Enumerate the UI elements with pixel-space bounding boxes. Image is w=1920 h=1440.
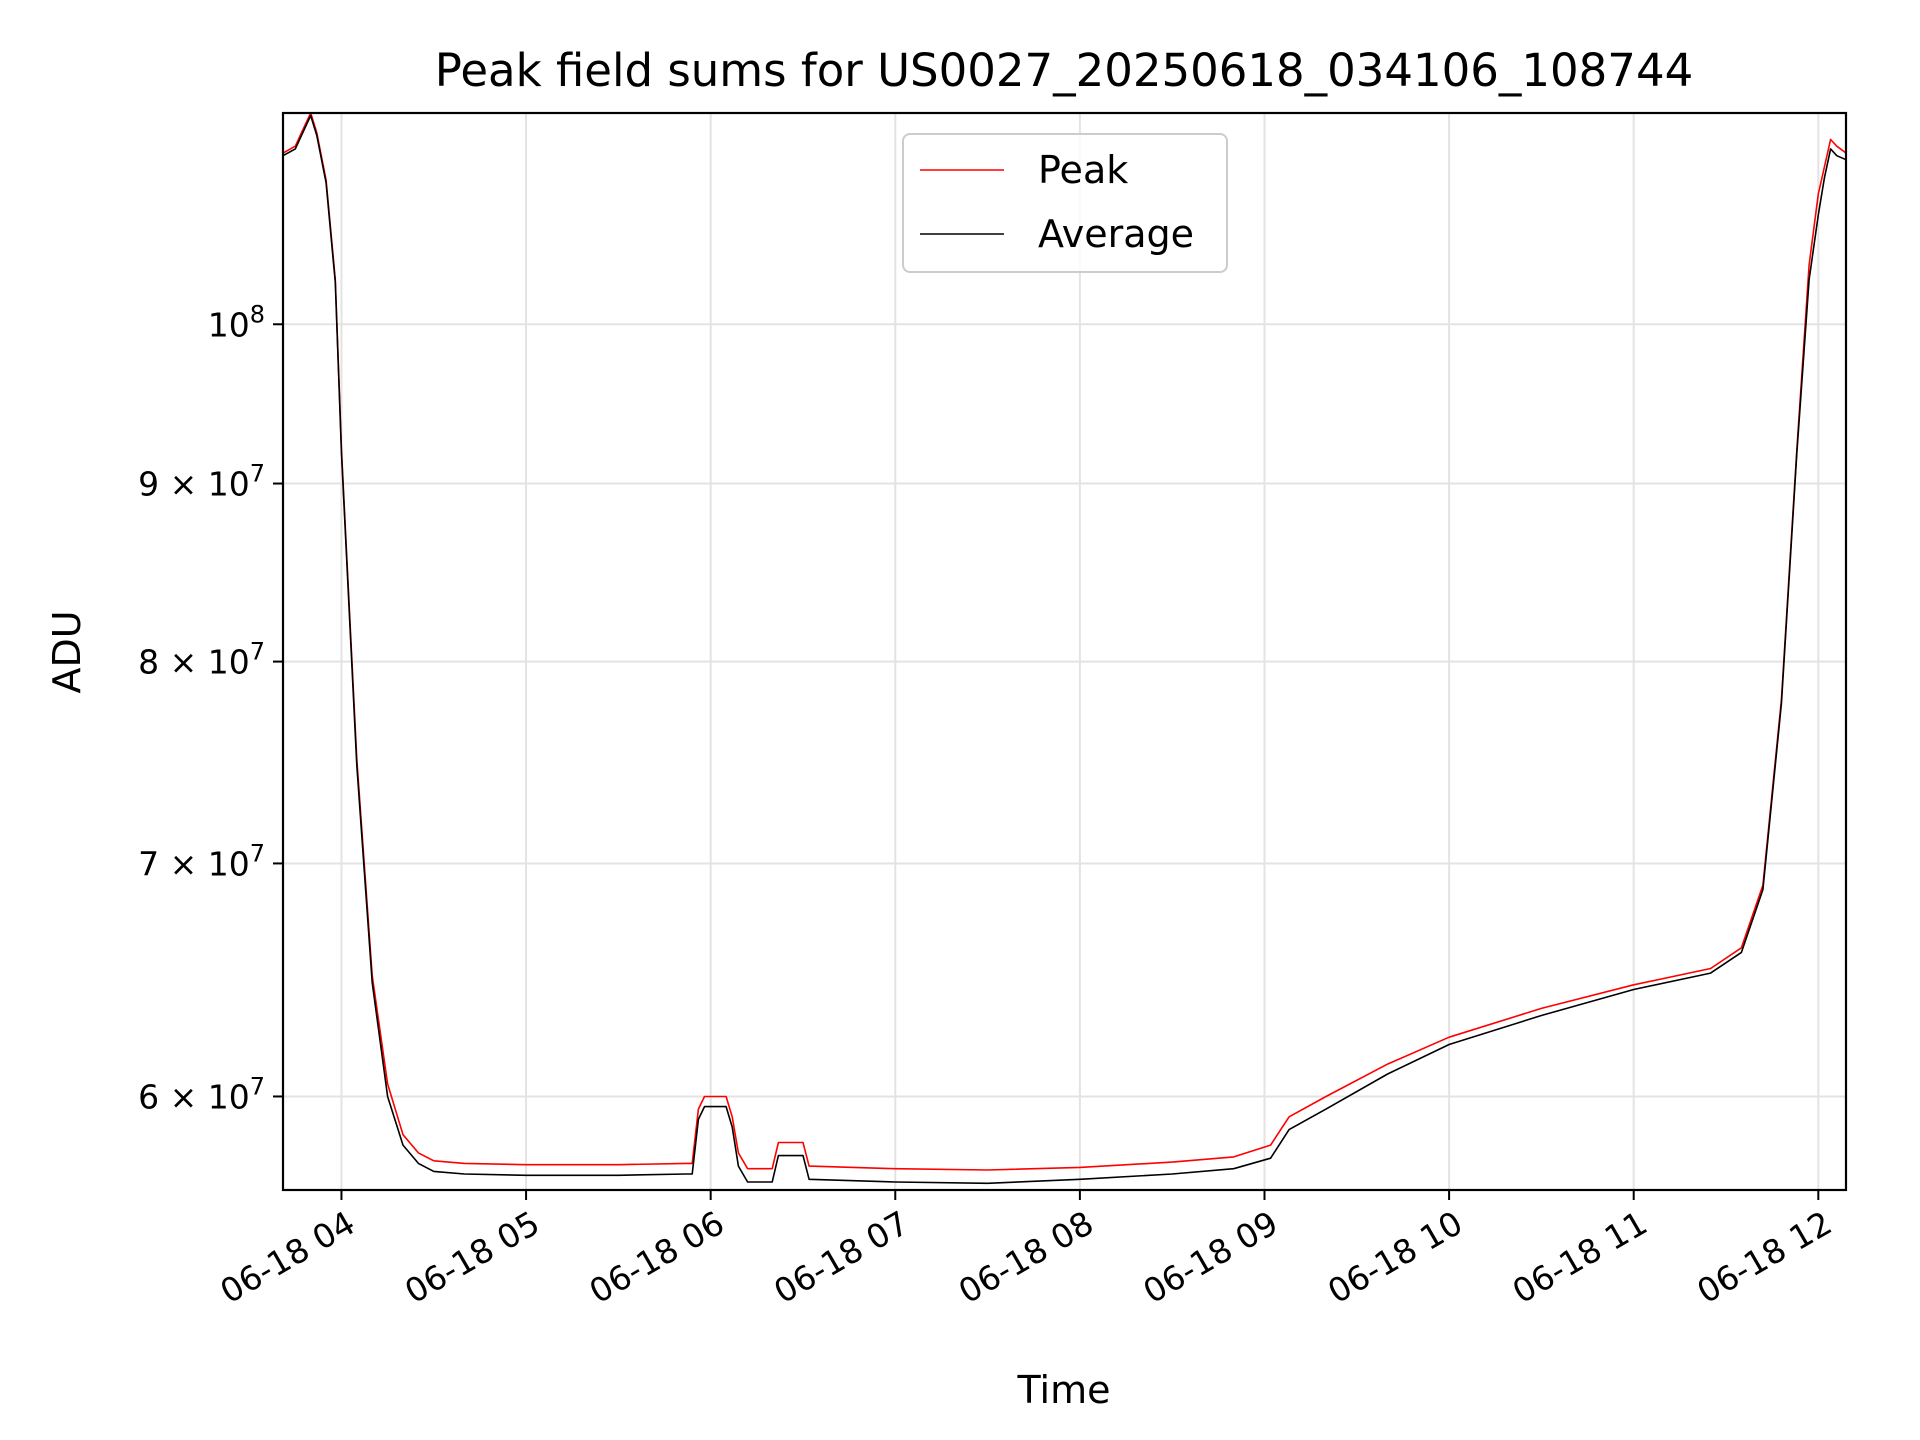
y-tick-label: 6 × 107 [138, 1072, 265, 1116]
legend-label-peak: Peak [1038, 148, 1128, 192]
legend-label-average: Average [1038, 212, 1194, 256]
y-tick-label: 8 × 107 [138, 638, 265, 682]
series-line-average [283, 114, 1846, 1185]
grid-layer [283, 113, 1846, 1190]
y-tick-label: 108 [208, 300, 265, 344]
chart-title: Peak field sums for US0027_20250618_0341… [435, 44, 1693, 97]
series-layer [283, 113, 1846, 1185]
y-tick-label: 7 × 107 [138, 839, 265, 883]
y-tick-label: 9 × 107 [138, 460, 265, 504]
legend-box [902, 133, 1228, 273]
y-axis: 6 × 107 7 × 107 8 × 107 9 × 107 108 [138, 300, 283, 1116]
plot-frame [281, 111, 1848, 1192]
x-axis-label: Time [1017, 1368, 1111, 1412]
y-axis-label: ADU [45, 610, 89, 693]
legend: Peak Average [902, 133, 1228, 273]
